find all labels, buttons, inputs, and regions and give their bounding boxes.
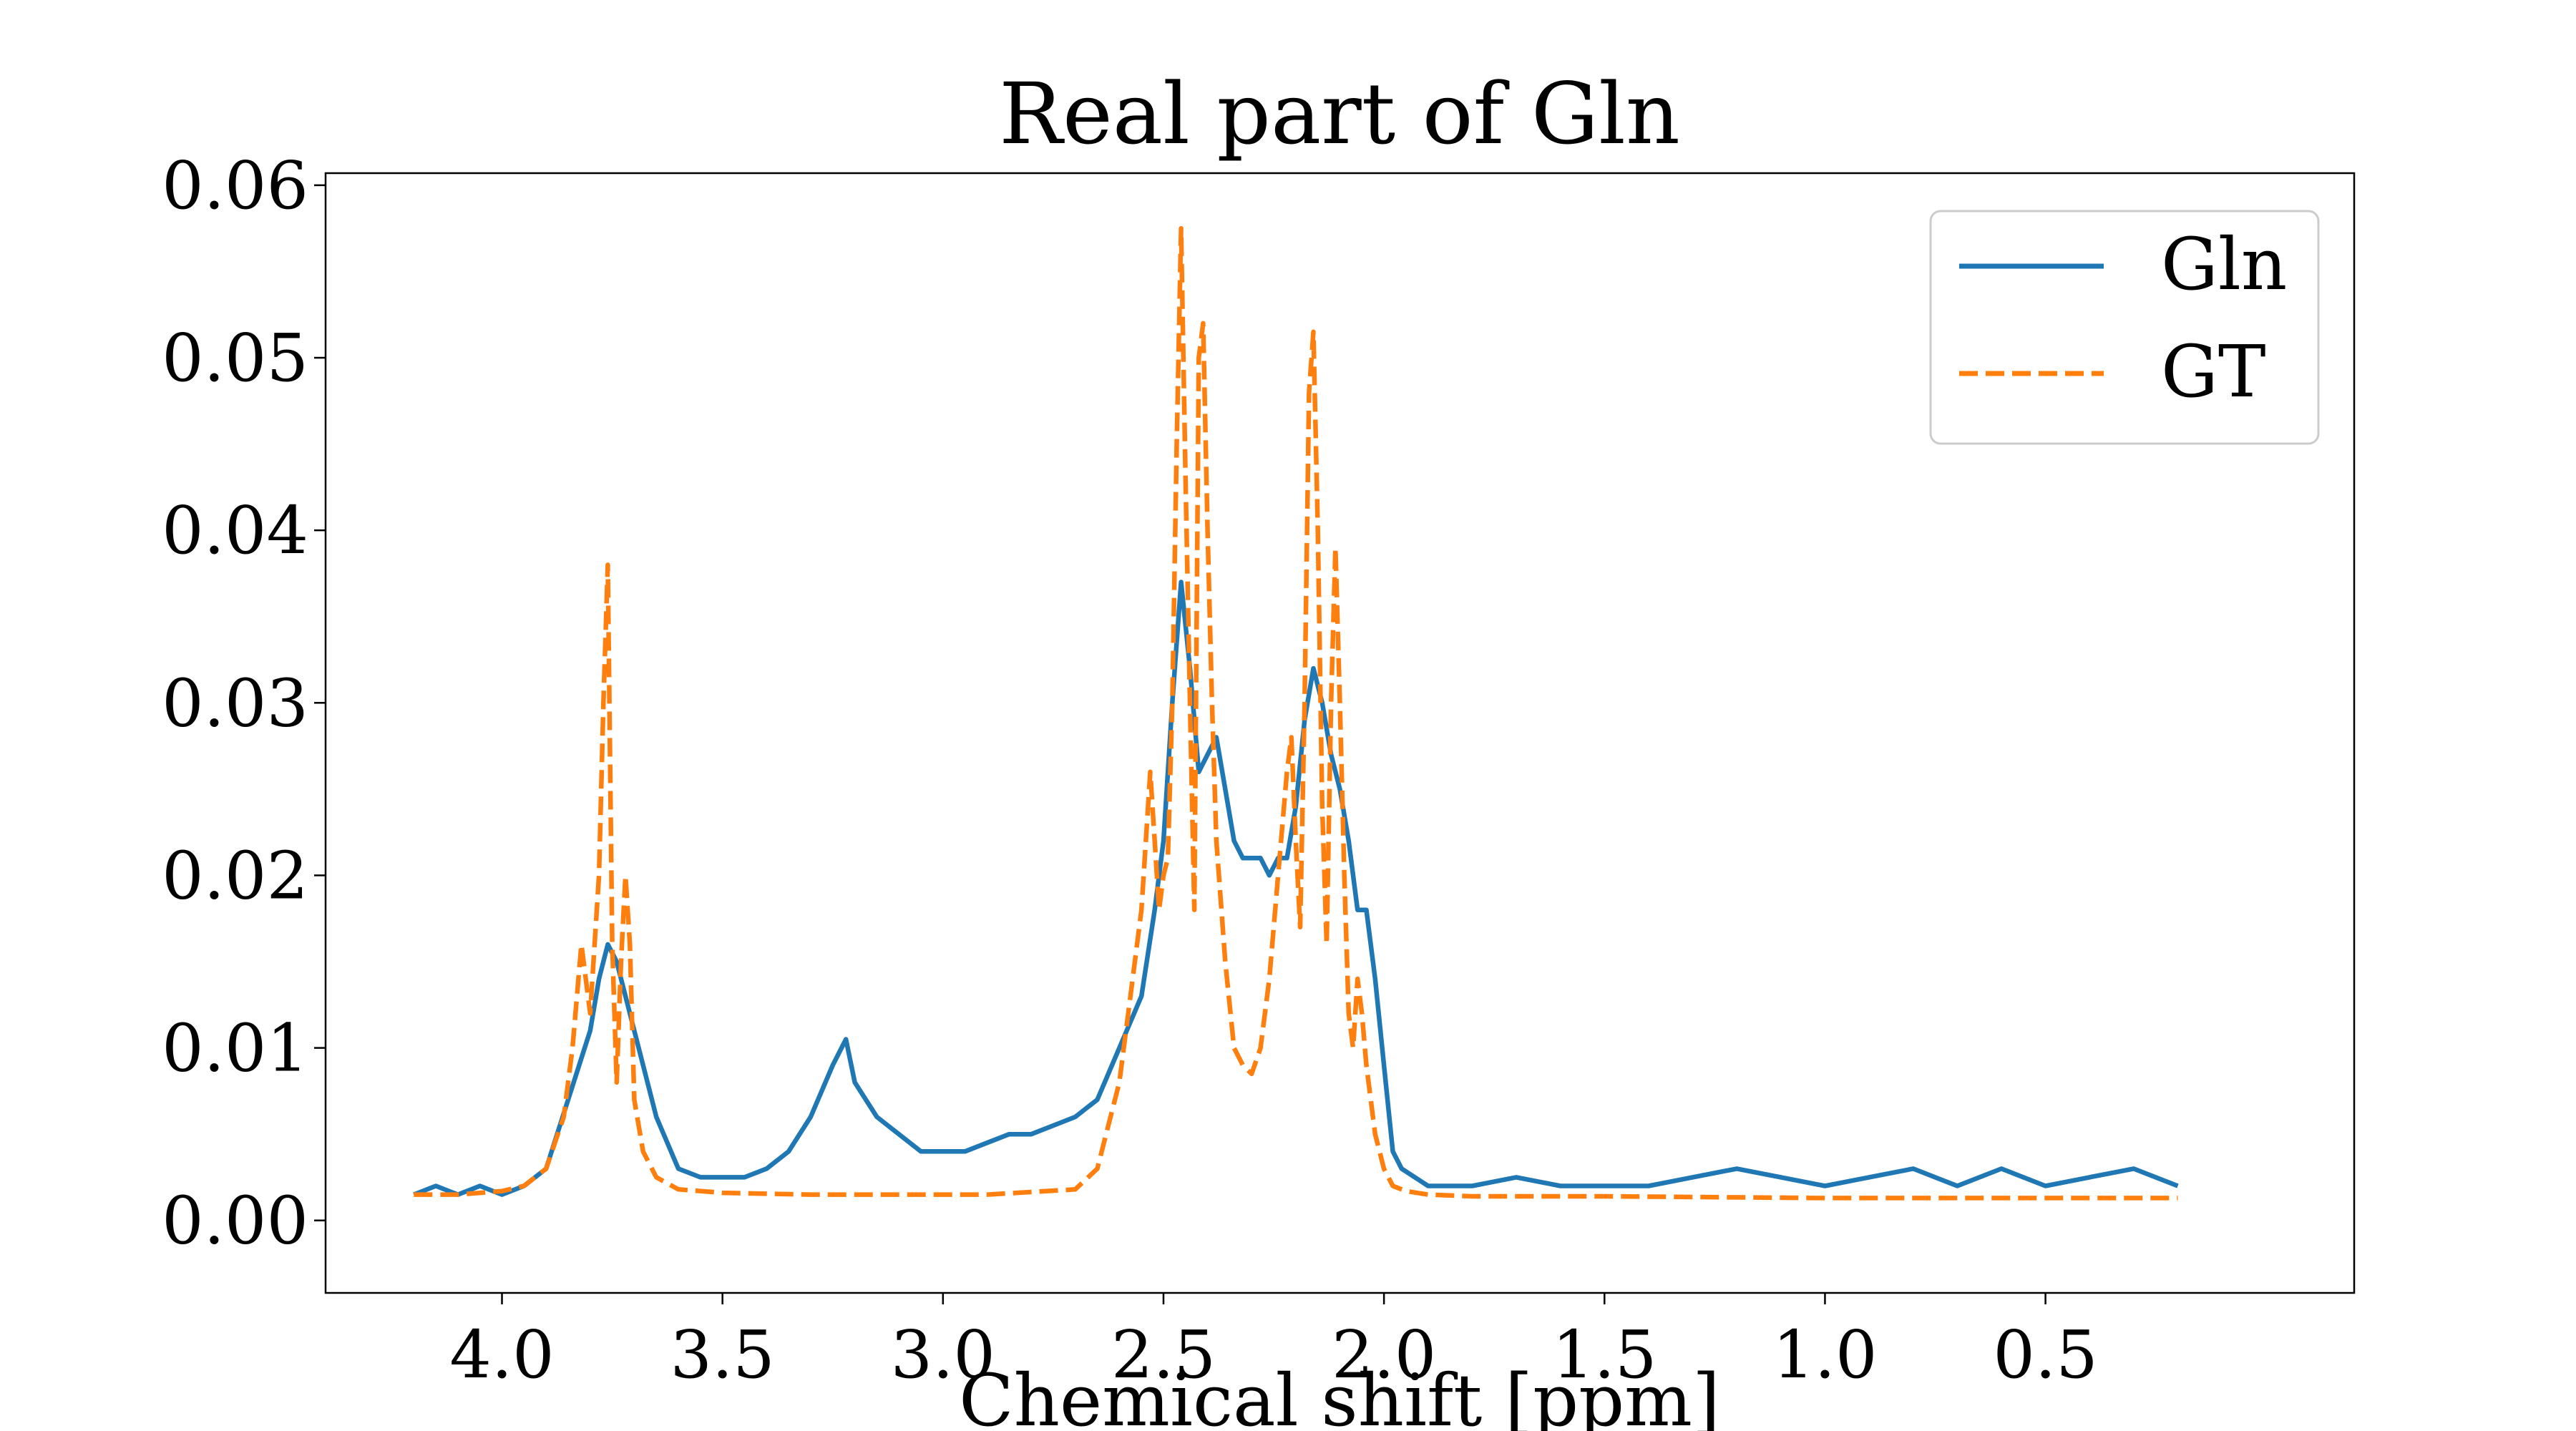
plot-area [324,172,2356,1294]
x-axis-label: Chemical shift [ppm] [959,1359,1720,1431]
y-tick-label: 0.04 [162,492,308,569]
x-tick-label: 0.5 [1993,1317,2097,1393]
x-tick-label: 1.0 [1772,1317,1877,1393]
y-tick-label: 0.02 [162,837,308,914]
x-axis: 4.0 3.5 3.0 2.5 2.0 1.5 1.0 0.5 [449,1293,2098,1393]
legend-label-gln: Gln [2161,223,2287,306]
legend: Gln GT [1929,210,2320,445]
x-tick-label: 2.0 [1332,1317,1436,1393]
plot-frame [324,172,2356,1294]
x-tick-label: 4.0 [449,1317,554,1393]
y-tick-label: 0.03 [162,665,308,741]
legend-frame [1929,210,2320,445]
x-tick-label: 3.0 [891,1317,995,1393]
series-line-gt [414,225,2178,1201]
chart-title: Real part of Gln [999,64,1680,163]
y-axis: 0.00 0.01 0.02 0.03 0.04 0.05 0.06 [162,147,326,1259]
y-tick-label: 0.00 [162,1183,308,1259]
y-tick-label: 0.01 [162,1010,308,1087]
y-tick-label: 0.06 [162,147,308,224]
x-tick-label: 3.5 [670,1317,775,1393]
y-tick-label: 0.05 [162,320,308,396]
x-tick-label: 2.5 [1111,1317,1216,1393]
series-layer [413,225,2179,1201]
legend-label-gt: GT [2161,330,2266,414]
x-tick-label: 1.5 [1552,1317,1657,1393]
